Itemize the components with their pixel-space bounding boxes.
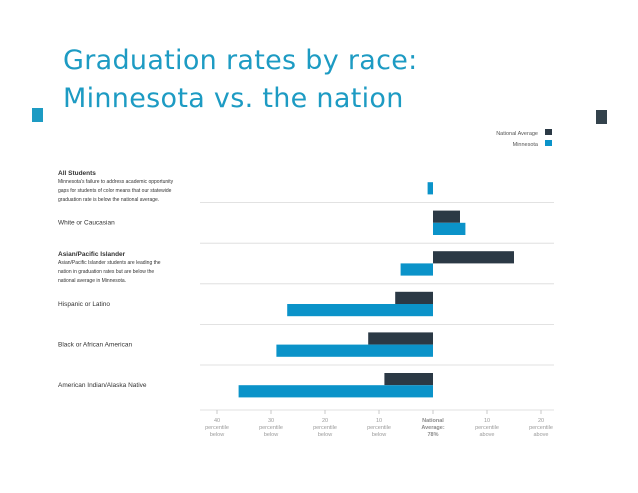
legend-label-1: Minnesota (513, 142, 539, 148)
category-labels: All Students Minnesota's failure to addre… (58, 170, 174, 389)
category-note-line: Minnesota's failure to address academic … (58, 179, 174, 185)
x-tick-label: Average: (421, 425, 445, 431)
category-note-line: national average in Minnesota. (58, 278, 126, 284)
legend: National Average Minnesota (496, 129, 552, 148)
bar-national-1: National Average: 5 (433, 210, 460, 223)
x-tick-label: percentile (313, 425, 337, 431)
x-tick-label: above (480, 432, 495, 438)
x-tick-label: 40 (214, 418, 220, 424)
x-tick-label: percentile (205, 425, 229, 431)
legend-swatch-1 (545, 140, 552, 146)
slide-title: Graduation rates by race: Minnesota vs. … (63, 42, 483, 118)
x-tick-label: percentile (367, 425, 391, 431)
legend-swatch-0 (545, 129, 552, 135)
x-tick-label: 30 (268, 418, 274, 424)
x-axis: 40percentilebelow30percentilebelow20perc… (205, 410, 553, 438)
bar-minnesota-2: Minnesota: -6 (400, 263, 433, 276)
title-line-2: Minnesota vs. the nation (63, 83, 404, 114)
x-tick-label: 10 (484, 418, 490, 424)
category-label: All Students (58, 170, 96, 177)
title-line-1: Graduation rates by race: (63, 45, 418, 76)
bar-national-5: National Average: -9 (384, 373, 433, 386)
bar-minnesota-3: Minnesota: -27 (287, 304, 433, 317)
bar-national-4: National Average: -12 (368, 332, 433, 345)
category-label: American Indian/Alaska Native (58, 382, 147, 389)
legend-label-0: National Average (496, 131, 538, 137)
bar-national-2: National Average: 15 (433, 251, 514, 264)
x-tick-label: 78% (427, 432, 438, 438)
x-tick-label: below (318, 432, 332, 438)
bar-minnesota-4: Minnesota: -29 (276, 344, 433, 357)
bar-national-3: National Average: -7 (395, 291, 433, 304)
x-tick-label: percentile (475, 425, 499, 431)
category-label: Black or African American (58, 341, 132, 348)
category-label: Hispanic or Latino (58, 301, 110, 308)
x-tick-label: below (372, 432, 386, 438)
x-tick-label: below (264, 432, 278, 438)
category-label: Asian/Pacific Islander (58, 251, 126, 258)
bar-minnesota-5: Minnesota: -36 (238, 385, 433, 398)
category-note-line: Asian/Pacific Islander students are lead… (58, 260, 161, 266)
x-tick-label: above (534, 432, 549, 438)
x-tick-label: below (210, 432, 224, 438)
category-label: White or Caucasian (58, 220, 115, 227)
bar-minnesota-1: Minnesota: 6 (433, 222, 466, 235)
gridlines (200, 202, 554, 411)
bar-minnesota-0: Minnesota: -1 (427, 182, 433, 195)
bars: National Average: 5 National Average: 15 N… (238, 182, 514, 398)
right-accent-square (596, 110, 607, 124)
left-accent-square (32, 108, 43, 122)
x-tick-label: National (422, 418, 444, 424)
x-tick-label: 20 (322, 418, 328, 424)
x-tick-label: percentile (259, 425, 283, 431)
x-tick-label: 20 (538, 418, 544, 424)
x-tick-label: percentile (529, 425, 553, 431)
category-note-line: gaps for students of color means that ou… (58, 188, 172, 194)
x-tick-label: 10 (376, 418, 382, 424)
category-note-line: nation in graduation rates but are below… (58, 269, 154, 275)
category-note-line: graduation rate is below the national av… (58, 197, 159, 203)
